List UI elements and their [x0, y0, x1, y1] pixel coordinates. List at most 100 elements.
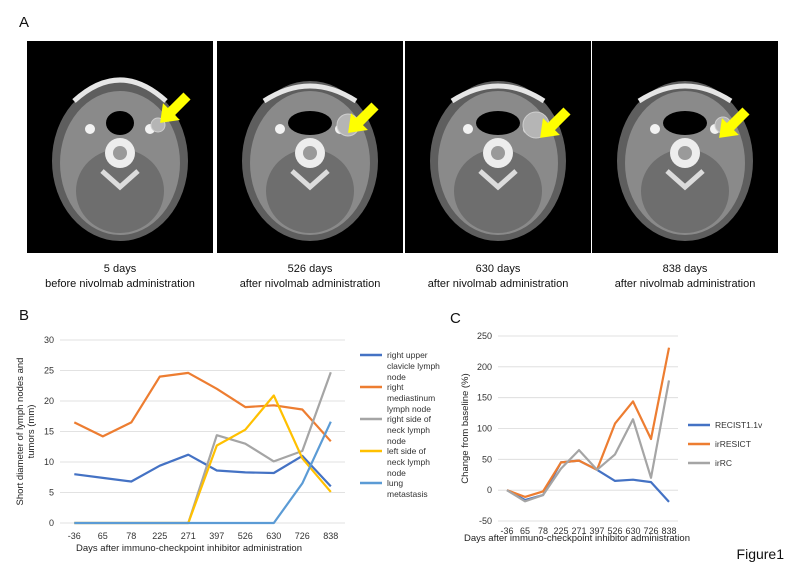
ct-caption-3-line2: after nivolmab administration [427, 278, 569, 290]
b-series-line-3 [74, 394, 332, 525]
b-series-line-2 [74, 371, 332, 525]
b-legend-label-4: lung [387, 478, 403, 488]
b-x-tick-label: 225 [152, 531, 167, 541]
ct-caption-1-line1: 5 days [103, 263, 137, 275]
b-legend-label-3: neck lymph [387, 457, 430, 467]
panel-c-letter: C [450, 310, 461, 327]
b-x-tick-label: 271 [181, 531, 196, 541]
neck-muscles [266, 149, 354, 233]
ct-caption-4-line1: 838 days [662, 263, 708, 275]
ct-scan-graphic [617, 81, 753, 241]
ct-caption-4: 838 days after nivolmab administration [585, 262, 785, 292]
arrow-shape [160, 92, 191, 123]
b-legend-label-2: right side of [387, 414, 432, 424]
vertebral-canal [678, 146, 692, 160]
spinous-process [100, 169, 140, 191]
b-x-tick-label: 526 [238, 531, 253, 541]
c-x-tick-label: 397 [589, 526, 604, 536]
b-legend-label-3: left side of [387, 446, 426, 456]
ct-image-1 [27, 41, 213, 253]
c-x-tick-label: 838 [661, 526, 676, 536]
vessel-left [463, 124, 473, 134]
ct-caption-1-line2: before nivolmab administration [45, 278, 195, 290]
c-x-tick-label: -36 [500, 526, 513, 536]
b-y-axis-title: Short diameter of lymph nodes and [15, 358, 26, 506]
vessel-left [85, 124, 95, 134]
c-x-tick-label: 225 [553, 526, 568, 536]
vessel-left [650, 124, 660, 134]
b-x-tick-label: -36 [68, 531, 81, 541]
c-legend-label-0: RECIST1.1v [715, 420, 763, 430]
ct-scan-graphic [52, 77, 191, 241]
spinous-process [665, 169, 705, 191]
b-y-tick-label: 20 [44, 396, 54, 406]
ct-image-3 [405, 41, 591, 253]
c-x-tick-label: 526 [607, 526, 622, 536]
neck-muscles [641, 149, 729, 233]
c-y-tick-label: 0 [487, 485, 492, 495]
b-x-tick-label: 838 [323, 531, 338, 541]
c-x-tick-label: 65 [520, 526, 530, 536]
yellow-arrow-icon [719, 107, 750, 138]
b-x-tick-label: 726 [295, 531, 310, 541]
c-y-axis-title: Change from baseline (%) [460, 373, 471, 483]
b-legend-label-2: neck lymph [387, 425, 430, 435]
b-series-line-1 [73, 371, 332, 443]
airway [106, 111, 134, 135]
b-x-tick-label: 397 [209, 531, 224, 541]
c-legend-label-1: irRESICT [715, 439, 751, 449]
c-legend-label-2: irRC [715, 458, 732, 468]
airway [663, 111, 707, 135]
b-legend-label-1: lymph node [387, 404, 431, 414]
arrow-shape [719, 107, 750, 138]
neck-muscles [454, 149, 542, 233]
b-series-line-0 [74, 453, 332, 488]
b-legend-label-0: node [387, 372, 406, 382]
b-legend-label-0: right upper [387, 350, 428, 360]
b-legend-label-4: metastasis [387, 489, 428, 499]
b-y-axis-title-line2: tumors (mm) [26, 405, 37, 459]
ct-caption-2: 526 days after nivolmab administration [210, 262, 410, 292]
b-legend-label-3: node [387, 468, 406, 478]
neck-muscles [76, 149, 164, 233]
vertebral-canal [491, 146, 505, 160]
c-y-tick-label: 50 [482, 454, 492, 464]
panel-b-letter: B [19, 307, 30, 324]
arrow-shape [540, 107, 571, 138]
mandible [262, 83, 358, 104]
b-x-axis-title: Days after immuno-checkpoint inhibitor a… [76, 543, 302, 554]
figure-label: Figure1 [736, 546, 784, 562]
c-y-tick-label: 250 [477, 331, 492, 341]
mandible [637, 83, 733, 104]
ct-caption-2-line1: 526 days [287, 263, 333, 275]
c-x-tick-label: 271 [571, 526, 586, 536]
spinous-process [290, 169, 330, 191]
ct-image-2 [217, 41, 403, 253]
vertebral-canal [113, 146, 127, 160]
vessel-left [275, 124, 285, 134]
b-y-tick-label: 15 [44, 427, 54, 437]
b-series-line-4 [74, 421, 332, 525]
b-y-tick-label: 0 [49, 518, 54, 528]
ct-caption-2-line2: after nivolmab administration [239, 278, 381, 290]
ct-caption-3-line1: 630 days [475, 263, 521, 275]
spinous-process [478, 169, 518, 191]
c-y-tick-label: 200 [477, 362, 492, 372]
b-x-tick-label: 65 [98, 531, 108, 541]
b-legend-label-2: node [387, 436, 406, 446]
yellow-arrow-icon [348, 102, 379, 133]
ct-caption-4-line2: after nivolmab administration [614, 278, 756, 290]
ct-caption-3: 630 days after nivolmab administration [398, 262, 598, 292]
c-x-tick-label: 630 [625, 526, 640, 536]
ct-image-4 [592, 41, 778, 253]
ct-scan-graphic [242, 81, 379, 241]
b-legend-label-1: mediastinum [387, 393, 435, 403]
airway [476, 111, 520, 135]
c-y-tick-label: 100 [477, 424, 492, 434]
panel-a-letter: A [19, 14, 30, 31]
airway [288, 111, 332, 135]
b-y-tick-label: 5 [49, 488, 54, 498]
b-y-tick-label: 10 [44, 457, 54, 467]
c-x-axis-title: Days after immuno-checkpoint inhibitor a… [464, 533, 690, 544]
